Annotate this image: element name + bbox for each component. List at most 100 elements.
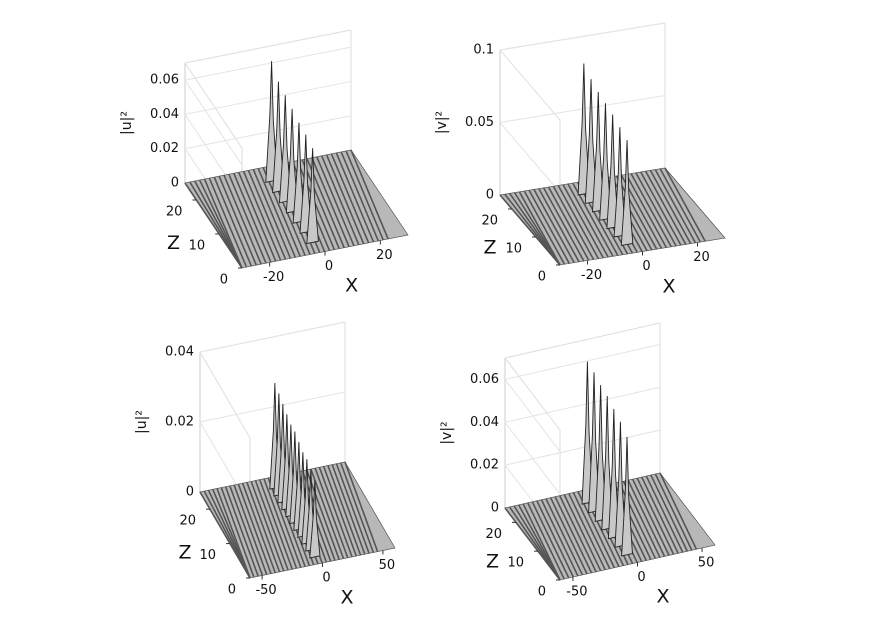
floor-stripe xyxy=(522,503,561,581)
y-tick-label: 0 xyxy=(220,273,228,288)
floor-stripe xyxy=(224,486,259,577)
z-tick-label: 0.1 xyxy=(473,43,494,58)
grid-line xyxy=(504,386,661,423)
y-tick-label: 0 xyxy=(538,585,546,600)
grid-line xyxy=(504,421,561,495)
floor-stripe xyxy=(538,188,580,263)
z-tick-label: 0 xyxy=(186,485,194,500)
z-axis-title: |u|² xyxy=(119,111,135,135)
z-tick-label: 0.02 xyxy=(470,458,499,473)
panel: 0 0.02 0.04 0.06 -20 0 20 0 10 20 X Z |u|² xyxy=(119,29,409,297)
floor-stripe xyxy=(542,187,585,262)
z-tick-label: 0.05 xyxy=(465,115,494,130)
floor-stripe xyxy=(350,149,389,240)
floor-stripe xyxy=(518,191,561,266)
x-tick-label: 20 xyxy=(693,250,710,265)
floor-stripe xyxy=(194,180,243,269)
floor-stripe xyxy=(340,151,380,242)
x-tick-label: -20 xyxy=(263,270,284,285)
floor-stripe xyxy=(316,156,355,247)
floor-stripe xyxy=(310,468,345,559)
grid-line xyxy=(184,115,352,150)
y-tick-label: 10 xyxy=(505,242,522,257)
panel: 0 0.05 0.1 -20 0 20 0 10 20 X Z |v|² xyxy=(434,22,726,297)
y-tick-label: 20 xyxy=(179,514,196,529)
y-tick-label: 10 xyxy=(199,548,216,563)
floor-stripe xyxy=(254,480,289,571)
z-tick-label: 0.06 xyxy=(470,372,499,387)
floor-stripe xyxy=(615,175,658,250)
floor-stripe xyxy=(631,478,670,556)
x-axis-title: X xyxy=(340,587,353,609)
floor-stripe xyxy=(664,167,706,242)
floor-stripe xyxy=(563,494,602,572)
floor-stripe xyxy=(246,482,281,573)
y-tick-label: 0 xyxy=(538,270,546,285)
floor-stripe xyxy=(331,464,366,555)
floor-stripe xyxy=(528,189,571,264)
floor-stripe xyxy=(335,152,375,243)
y-tick-label: 20 xyxy=(481,214,498,229)
floor-stripe xyxy=(311,157,350,248)
floor-stripe xyxy=(640,171,682,246)
floor-stripe xyxy=(644,170,687,245)
y-axis-title: Z xyxy=(483,237,496,259)
grid-line xyxy=(504,343,661,380)
floor-stripe xyxy=(625,173,668,248)
floor-stripe xyxy=(301,159,340,249)
floor-stripe xyxy=(576,181,619,256)
x-tick-label: 0 xyxy=(637,570,645,585)
floor-stripe xyxy=(659,168,702,243)
peak xyxy=(306,148,319,245)
x-tick-label: -20 xyxy=(581,268,602,283)
floor-stripe xyxy=(241,482,276,574)
floor-stripe xyxy=(536,500,575,578)
grid-line xyxy=(184,79,243,166)
grid-line xyxy=(199,351,251,439)
floor-stripe xyxy=(258,479,294,570)
floor-stripe xyxy=(533,189,575,264)
floor-stripe xyxy=(257,168,297,258)
y-tick-label: 20 xyxy=(166,205,183,220)
floor-stripe xyxy=(654,473,693,551)
floor-stripe xyxy=(572,492,611,570)
grid-line xyxy=(199,321,346,353)
floor-stripe xyxy=(228,173,267,264)
grid-line xyxy=(499,122,561,193)
z-tick-label: 0 xyxy=(486,188,494,203)
floor-stripe xyxy=(237,172,277,262)
floor-stripe xyxy=(320,155,360,246)
z-tick-label: 0.04 xyxy=(150,107,179,122)
y-axis-title: Z xyxy=(167,232,180,254)
x-tick-label: -50 xyxy=(566,585,587,600)
z-axis-title: |v|² xyxy=(434,111,450,134)
floor-stripe xyxy=(242,171,282,261)
x-axis-title: X xyxy=(662,275,675,297)
x-tick-label: 20 xyxy=(376,248,393,263)
x-tick-label: -50 xyxy=(255,583,276,598)
y-tick-label: 10 xyxy=(189,239,206,254)
floor-stripe xyxy=(523,190,566,265)
floor-stripe xyxy=(330,153,370,244)
y-tick-label: 10 xyxy=(507,556,524,571)
floor-stripe xyxy=(568,493,606,571)
z-tick-label: 0.04 xyxy=(165,345,194,360)
floor-stripe xyxy=(218,175,257,266)
peak xyxy=(309,479,321,559)
floor-stripe xyxy=(325,154,365,245)
floor-stripe xyxy=(641,476,679,554)
x-tick-label: 0 xyxy=(325,259,333,274)
x-tick-label: 0 xyxy=(322,571,330,586)
x-axis-title: X xyxy=(656,586,669,608)
floor-stripe xyxy=(203,178,243,269)
floor-stripe xyxy=(650,474,689,552)
floor-stripe xyxy=(630,173,672,248)
floor-stripe xyxy=(198,179,243,269)
floor-stripe xyxy=(237,483,272,574)
grid-line xyxy=(504,429,661,466)
floor-stripe xyxy=(531,501,570,579)
y-tick-label: 20 xyxy=(485,527,502,542)
floor-stripe xyxy=(567,183,609,258)
floor-stripe xyxy=(262,167,301,257)
